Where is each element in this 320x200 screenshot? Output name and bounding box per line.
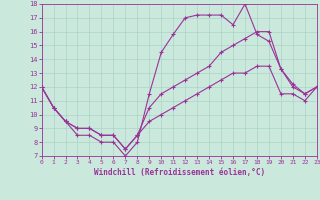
- X-axis label: Windchill (Refroidissement éolien,°C): Windchill (Refroidissement éolien,°C): [94, 168, 265, 177]
